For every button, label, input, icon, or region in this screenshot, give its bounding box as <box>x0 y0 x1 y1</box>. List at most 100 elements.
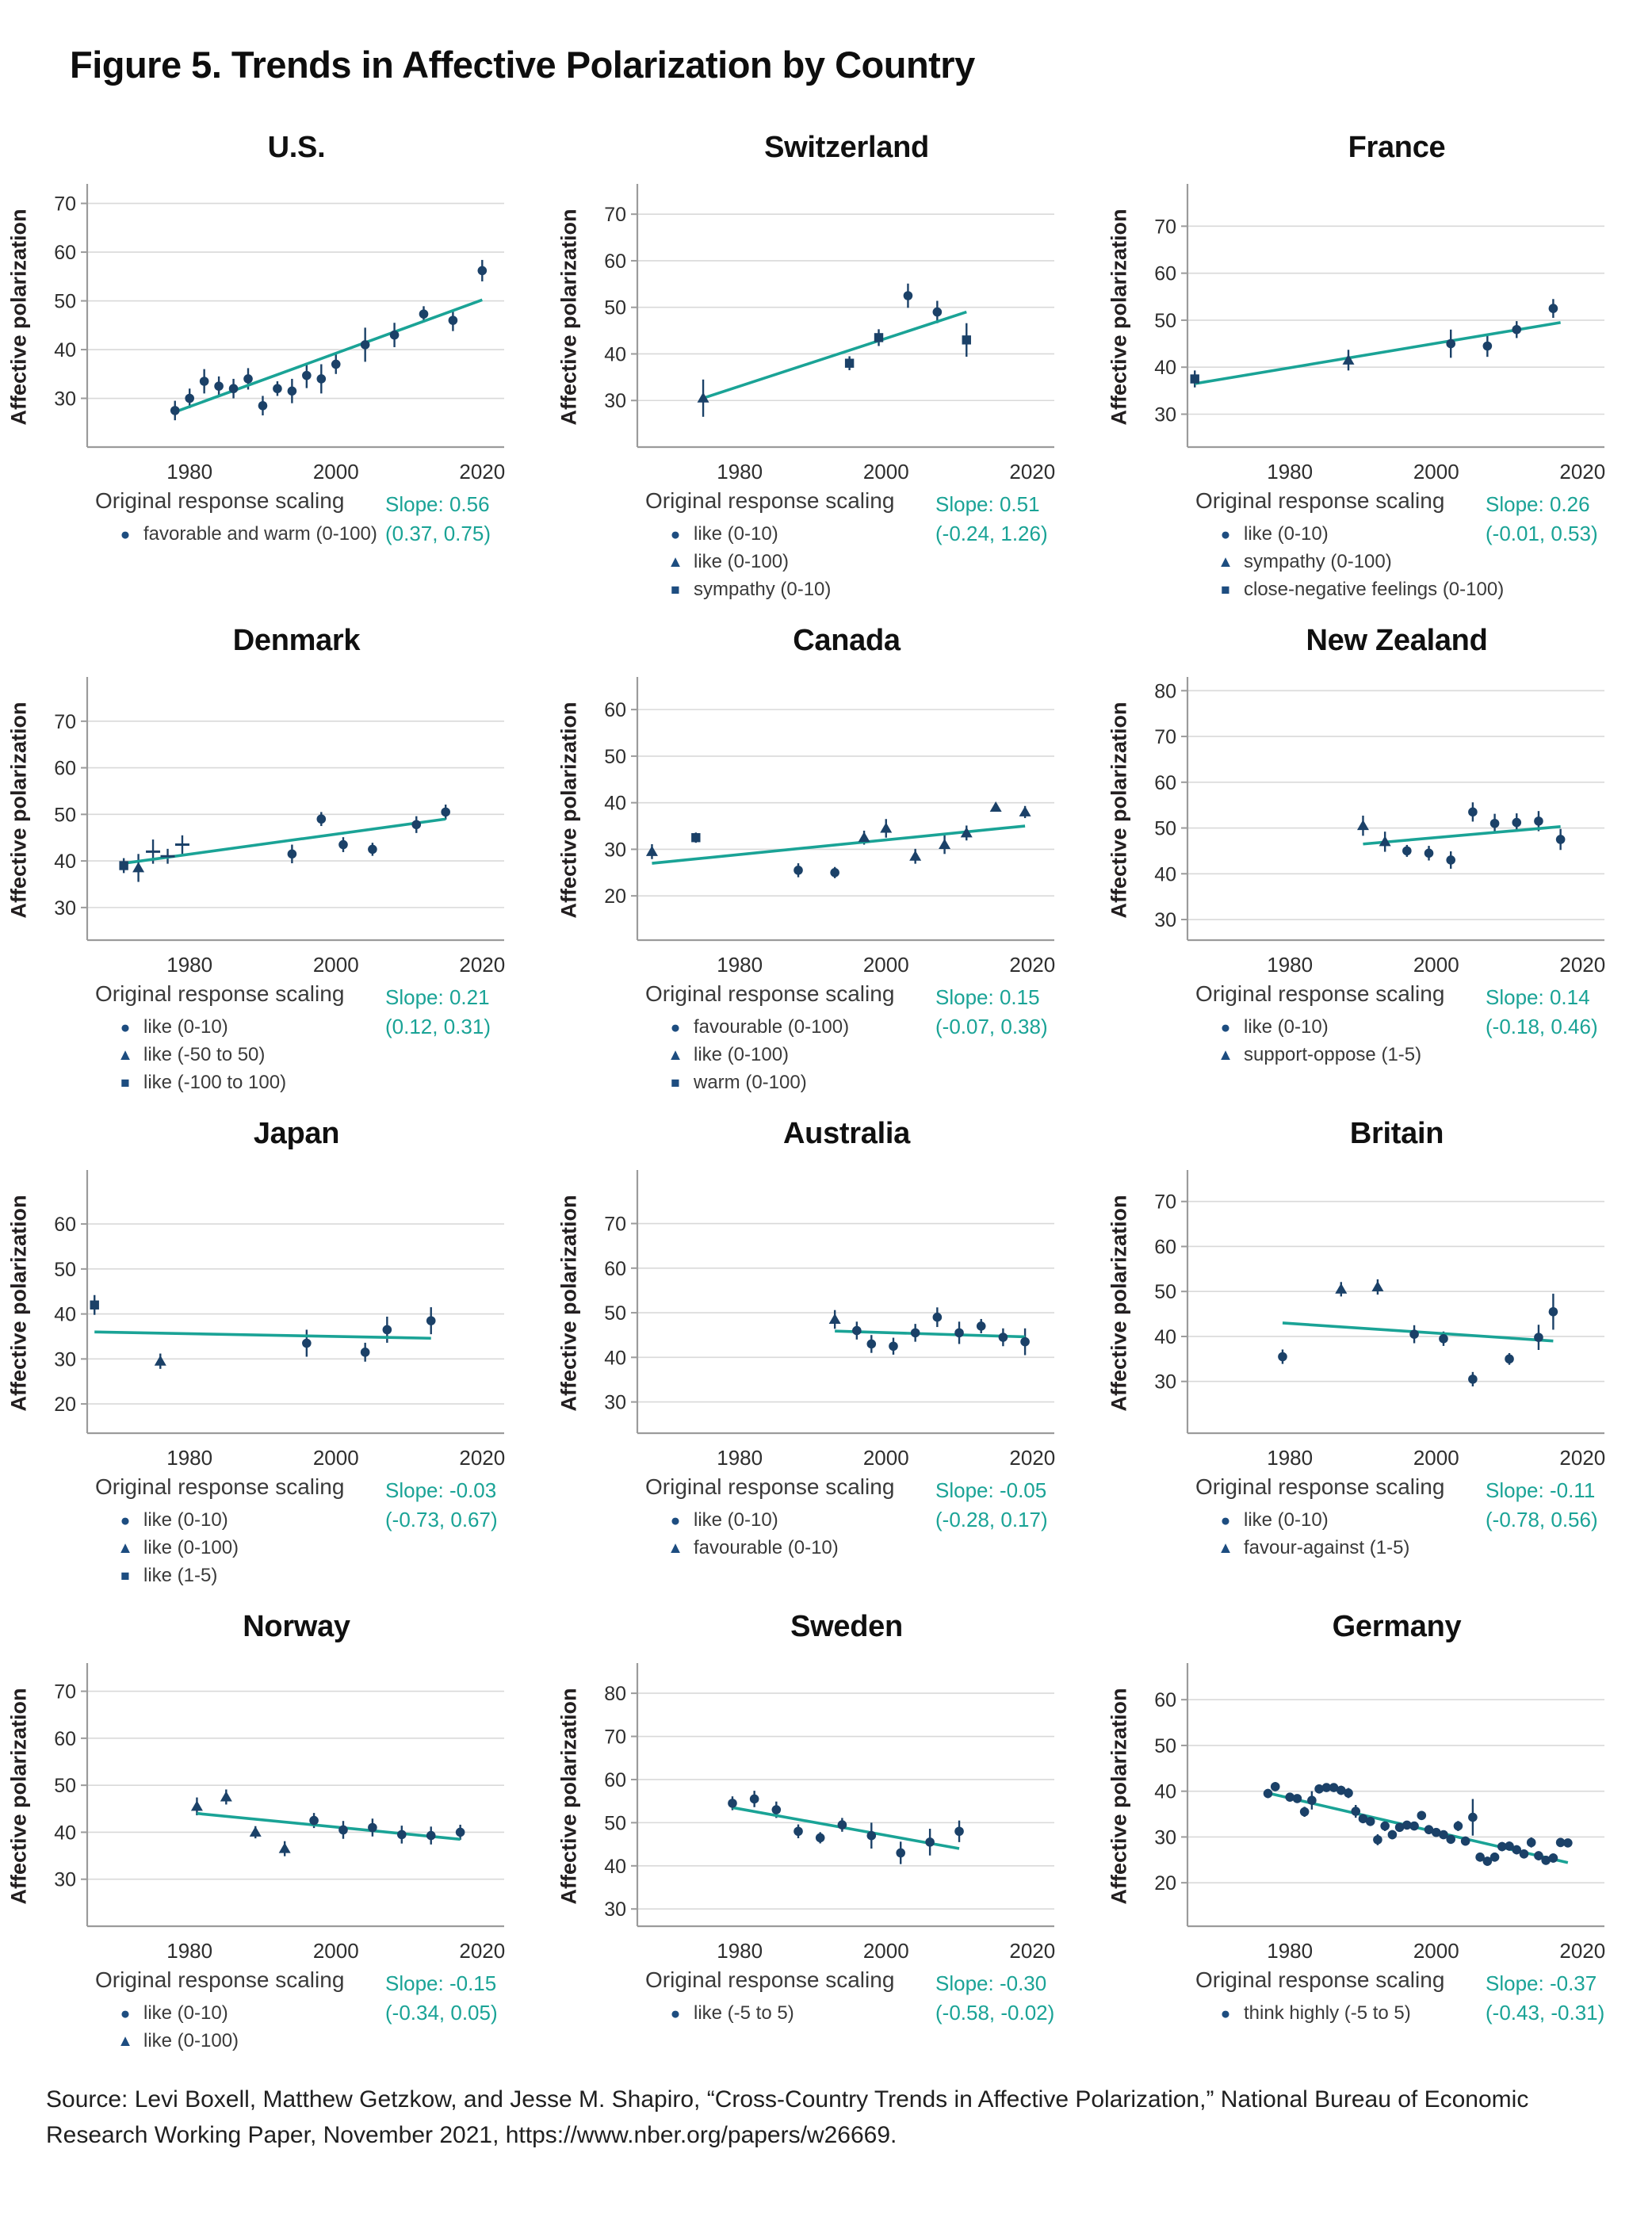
legend-title: Original response scaling <box>95 1474 345 1499</box>
legend-row: Original response scaling ● like (0-10) ▲ li… <box>0 1474 550 1593</box>
y-tick-label: 30 <box>54 897 76 920</box>
data-point <box>1373 1835 1382 1845</box>
slope-annotation: Slope: 0.15 (-0.07, 0.38) <box>935 981 1048 1042</box>
legend-items: ● like (0-10) ▲ like (0-100) ■ sympathy (0-10… <box>645 523 880 601</box>
slope-value: Slope: 0.26 <box>1486 492 1590 516</box>
x-tick-label: 1980 <box>166 460 212 484</box>
slope-annotation: Slope: -0.05 (-0.28, 0.17) <box>935 1474 1048 1535</box>
data-point <box>1497 1841 1507 1852</box>
slope-annotation: Slope: -0.03 (-0.73, 0.67) <box>385 1474 498 1535</box>
data-point <box>426 1830 436 1841</box>
legend-item: ▲ favourable (0-10) <box>666 1537 880 1559</box>
legend-title: Original response scaling <box>645 1474 895 1499</box>
square-marker-icon: ■ <box>671 581 680 598</box>
x-tick-label: 1980 <box>1267 460 1313 484</box>
y-tick-label: 20 <box>604 885 626 908</box>
legend-title: Original response scaling <box>645 981 895 1006</box>
slope-value: Slope: 0.51 <box>935 492 1040 516</box>
triangle-marker-icon: ▲ <box>667 553 683 571</box>
legend-item-label: close-negative feelings (0-100) <box>1244 579 1505 600</box>
chart-title: Japan <box>253 1117 340 1150</box>
legend: Original response scaling ● like (0-10) ▲ fa… <box>1195 1474 1445 1565</box>
legend-item: ● like (0-10) <box>1216 1016 1430 1038</box>
legend-item: ● like (0-10) <box>116 1509 330 1531</box>
legend: Original response scaling ● favourable (0-… <box>645 981 895 1099</box>
data-point <box>273 384 282 394</box>
slope-confidence-interval: (-0.43, -0.31) <box>1486 2000 1605 2025</box>
y-axis-label-wrap: Affective polarization <box>1100 1159 1138 1473</box>
data-point <box>1555 835 1566 844</box>
x-tick-label: 2020 <box>1009 460 1055 484</box>
plot-area: 20 30 40 50 60 1980 2000 2020 <box>1154 1663 1605 1963</box>
legend-row: Original response scaling ● like (0-10) ▲ sy… <box>1100 488 1650 606</box>
data-point <box>1417 1810 1427 1821</box>
data-point <box>932 1312 943 1322</box>
legend-item: ● favourable (0-100) <box>666 1016 880 1038</box>
legend-title: Original response scaling <box>95 981 345 1006</box>
data-point <box>1489 1853 1500 1862</box>
y-tick-label: 50 <box>54 804 76 826</box>
y-tick-label: 50 <box>1154 1735 1176 1757</box>
data-point <box>1299 1807 1310 1817</box>
data-point <box>960 827 973 838</box>
legend-row: Original response scaling ● like (0-10) ▲ li… <box>0 1967 550 2058</box>
data-point <box>1460 1836 1470 1846</box>
plot-area: 30 40 50 60 70 1980 2000 2020 <box>604 1170 1055 1470</box>
figure-title: Figure 5. Trends in Affective Polarizati… <box>70 44 975 86</box>
slope-value: Slope: -0.15 <box>385 1971 497 1995</box>
circle-marker-icon: ● <box>120 1511 131 1530</box>
legend: Original response scaling ● like (0-10) ▲ sy… <box>1195 488 1504 606</box>
legend-item-label: favour-against (1-5) <box>1244 1537 1410 1558</box>
legend-item-label: think highly (-5 to 5) <box>1244 2002 1411 2024</box>
circle-marker-icon: ● <box>1220 1018 1231 1037</box>
y-tick-label: 80 <box>604 1683 626 1705</box>
data-point <box>1446 855 1456 865</box>
y-tick-label: 50 <box>54 1259 76 1281</box>
legend-item: ● like (0-10) <box>1216 1509 1430 1531</box>
y-axis-label-wrap: Affective polarization <box>0 666 38 980</box>
trend-line <box>94 1330 431 1340</box>
legend-row: Original response scaling ● like (0-10) ▲ li… <box>550 488 1100 606</box>
plot-area: 30 40 50 60 70 1980 2000 2020 <box>604 184 1055 484</box>
data-point <box>1344 1788 1353 1798</box>
slope-confidence-interval: (-0.01, 0.53) <box>1486 521 1598 545</box>
slope-annotation: Slope: -0.30 (-0.58, -0.02) <box>935 1967 1054 2028</box>
data-point <box>1371 1281 1384 1292</box>
data-point <box>1409 1329 1419 1339</box>
y-axis-label: Affective polarization <box>1107 702 1131 919</box>
y-tick-label: 50 <box>604 746 626 768</box>
chart-title: Sweden <box>790 1610 903 1643</box>
legend-item: ● like (0-10) <box>116 2002 330 2025</box>
data-point <box>1526 1837 1536 1848</box>
data-point <box>1482 1856 1493 1866</box>
data-point <box>793 866 803 875</box>
y-tick-label: 40 <box>54 1304 76 1326</box>
slope-annotation: Slope: 0.14 (-0.18, 0.46) <box>1486 981 1598 1042</box>
y-axis-label-wrap: Affective polarization <box>0 1159 38 1473</box>
y-axis-label: Affective polarization <box>556 1688 581 1905</box>
data-point <box>954 1328 964 1338</box>
data-point <box>1342 354 1355 365</box>
legend-items: ● like (0-10) ▲ like (-50 to 50) ■ like (-100… <box>95 1016 330 1094</box>
data-point <box>1019 805 1031 816</box>
data-point <box>1468 1375 1478 1384</box>
data-point <box>368 1822 377 1833</box>
legend: Original response scaling ● like (0-10) ▲ fa… <box>645 1474 895 1565</box>
legend-item: ● like (0-10) <box>116 1016 330 1038</box>
slope-annotation: Slope: 0.56 (0.37, 0.75) <box>385 488 491 549</box>
y-tick-label: 70 <box>54 711 76 733</box>
data-point <box>1541 1856 1551 1865</box>
data-point <box>1439 1334 1448 1344</box>
y-tick-label: 30 <box>54 388 76 411</box>
data-point <box>331 359 341 369</box>
legend-title: Original response scaling <box>1195 1474 1445 1499</box>
y-tick-label: 50 <box>1154 818 1176 840</box>
data-point <box>1329 1783 1339 1792</box>
chart-area: Affective polarization 30 40 50 60 70 1980 2000… <box>0 666 550 980</box>
data-point <box>1020 1336 1030 1347</box>
y-axis-label: Affective polarization <box>1107 1688 1131 1905</box>
data-point <box>874 333 884 342</box>
x-tick-label: 2020 <box>1009 1939 1055 1963</box>
legend-item-label: like (0-10) <box>143 1016 228 1038</box>
slope-confidence-interval: (-0.34, 0.05) <box>385 2000 498 2025</box>
